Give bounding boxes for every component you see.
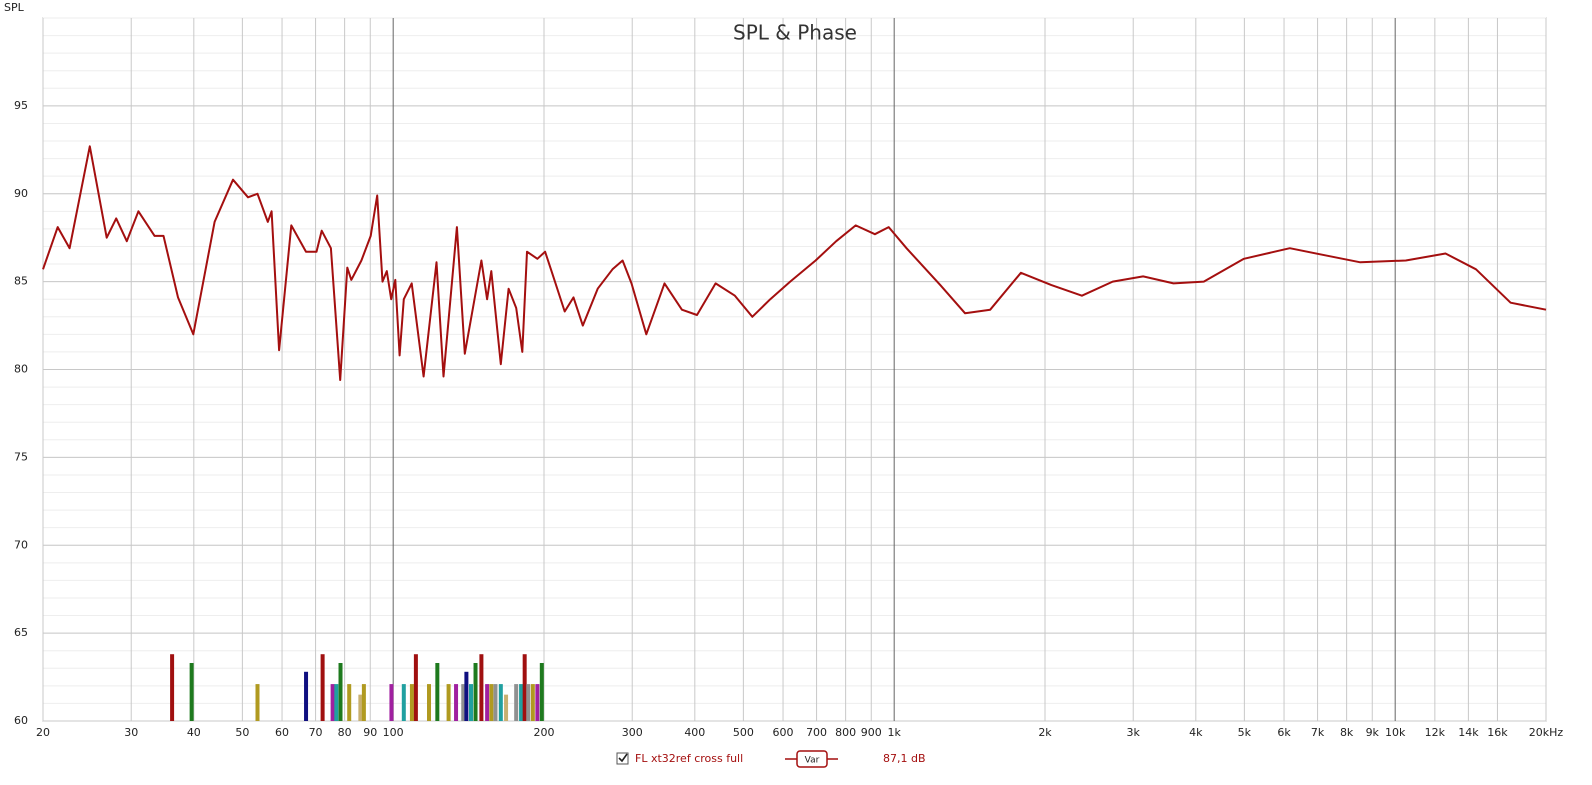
- filter-bar: [539, 663, 544, 721]
- y-tick-label: 75: [14, 450, 28, 463]
- filter-bar: [413, 654, 418, 721]
- filter-bar: [189, 663, 194, 721]
- filter-bar: [320, 654, 325, 721]
- filter-bar: [489, 684, 494, 721]
- filter-bar: [170, 654, 175, 721]
- x-tick-label: 90: [363, 726, 377, 739]
- filter-bar: [464, 671, 469, 721]
- filter-bar: [334, 684, 339, 721]
- x-tick-label: 600: [773, 726, 794, 739]
- x-tick-label: 20kHz: [1529, 726, 1564, 739]
- filter-bar: [255, 684, 260, 721]
- x-tick-label: 300: [622, 726, 643, 739]
- x-tick-label: 9k: [1366, 726, 1380, 739]
- x-tick-label: 5k: [1238, 726, 1252, 739]
- filter-bar: [361, 684, 366, 721]
- filter-bar: [330, 684, 335, 721]
- legend-label: FL xt32ref cross full: [635, 752, 743, 765]
- x-tick-label: 3k: [1127, 726, 1141, 739]
- marks: [42, 145, 1547, 721]
- y-tick-label: 80: [14, 363, 28, 376]
- x-tick-label: 900: [861, 726, 882, 739]
- filter-bar: [358, 694, 363, 721]
- x-tick-label: 40: [187, 726, 201, 739]
- x-tick-label: 10k: [1385, 726, 1406, 739]
- x-tick-label: 7k: [1311, 726, 1325, 739]
- level-label: 87,1 dB: [883, 752, 926, 765]
- y-tick-label: 70: [14, 538, 28, 551]
- y-tick-label: 90: [14, 187, 28, 200]
- x-tick-label: 12k: [1425, 726, 1446, 739]
- x-tick-label: 800: [835, 726, 856, 739]
- filter-bar: [304, 671, 309, 721]
- checkmark: [618, 753, 628, 763]
- filter-bar: [461, 684, 466, 721]
- filter-bar: [504, 694, 509, 721]
- filter-bar: [338, 663, 343, 721]
- filter-bar: [522, 654, 527, 721]
- x-tick-label: 1k: [887, 726, 901, 739]
- y-tick-label: 85: [14, 275, 28, 288]
- y-axis-label: SPL: [4, 1, 25, 14]
- x-tick-label: 80: [338, 726, 352, 739]
- grid: [42, 17, 1547, 722]
- filter-bar: [485, 684, 490, 721]
- y-tick-label: 60: [14, 714, 28, 727]
- x-tick-label: 400: [684, 726, 705, 739]
- var-button[interactable]: [796, 750, 828, 768]
- legend: FL xt32ref cross full Var 87,1 dB: [616, 750, 926, 768]
- filter-bar: [469, 684, 474, 721]
- filter-bar: [535, 684, 540, 721]
- x-tick-label: 6k: [1277, 726, 1291, 739]
- filter-bar: [435, 663, 440, 721]
- x-tick-label: 30: [124, 726, 138, 739]
- filter-bar: [427, 684, 432, 721]
- x-tick-label: 50: [235, 726, 249, 739]
- filter-bar: [347, 684, 352, 721]
- legend-checkbox[interactable]: [616, 752, 629, 765]
- x-tick-label: 8k: [1340, 726, 1354, 739]
- filter-bar: [526, 684, 531, 721]
- filter-bar: [409, 684, 414, 721]
- filter-bar: [498, 684, 503, 721]
- var-label: Var: [805, 756, 820, 766]
- x-tick-label: 500: [733, 726, 754, 739]
- x-tick-label: 60: [275, 726, 289, 739]
- x-tick-label: 700: [806, 726, 827, 739]
- filter-bar: [454, 684, 459, 721]
- x-tick-label: 20: [36, 726, 50, 739]
- spl-line: [42, 145, 1547, 381]
- y-tick-label: 95: [14, 99, 28, 112]
- x-tick-label: 70: [309, 726, 323, 739]
- filter-bar: [493, 684, 498, 721]
- filter-bar: [514, 684, 519, 721]
- filter-bar: [519, 684, 524, 721]
- filter-bar: [530, 684, 535, 721]
- x-tick-label: 100: [383, 726, 404, 739]
- x-tick-label: 14k: [1458, 726, 1479, 739]
- x-tick-label: 16k: [1487, 726, 1508, 739]
- filter-bar: [473, 663, 478, 721]
- filter-bar: [479, 654, 484, 721]
- filter-bar: [446, 684, 451, 721]
- chart-title: SPL & Phase: [733, 21, 857, 45]
- y-tick-label: 65: [14, 626, 28, 639]
- x-tick-label: 200: [534, 726, 555, 739]
- filter-bar: [389, 684, 394, 721]
- x-tick-label: 2k: [1038, 726, 1052, 739]
- filter-bar: [401, 684, 406, 721]
- x-tick-label: 4k: [1189, 726, 1203, 739]
